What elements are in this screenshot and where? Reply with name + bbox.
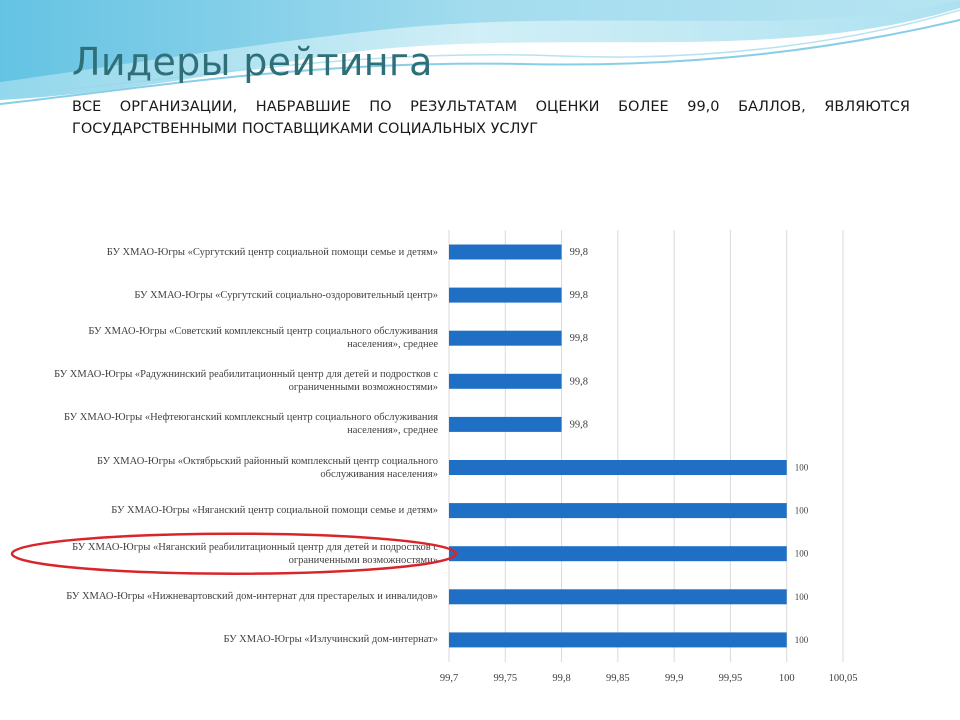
category-label: БУ ХМАО-Югры «Радужнинский реабилитацион… xyxy=(54,369,438,394)
chart-bars: 99,8 99,8 99,8 99,8 99,8 100 100 100 100 100 xyxy=(449,244,809,648)
bar-data-label: 99,8 xyxy=(570,419,588,430)
x-tick-label: 99,75 xyxy=(493,673,517,684)
category-label: БУ ХМАО-Югры «Нефтеюганский комплексный … xyxy=(64,412,438,437)
bar-data-label: 100 xyxy=(795,463,809,473)
bar xyxy=(449,244,562,260)
x-tick-label: 100,05 xyxy=(829,673,858,684)
category-label: БУ ХМАО-Югры «Няганский реабилитационный… xyxy=(72,541,438,566)
category-label: БУ ХМАО-Югры «Излучинский дом-интернат» xyxy=(223,634,438,646)
category-label: БУ ХМАО-Югры «Советский комплексный цент… xyxy=(88,326,438,351)
highlight-ellipse xyxy=(10,532,458,575)
category-label: БУ ХМАО-Югры «Няганский центр социальной… xyxy=(111,505,438,517)
bar-data-label: 99,8 xyxy=(570,290,588,301)
bar xyxy=(449,632,787,648)
category-label: БУ ХМАО-Югры «Октябрьский районный компл… xyxy=(97,455,438,480)
bar xyxy=(449,373,562,389)
bar xyxy=(449,416,562,432)
bar xyxy=(449,330,562,346)
bar-data-label: 100 xyxy=(795,635,809,645)
x-tick-label: 99,8 xyxy=(552,673,570,684)
bar xyxy=(449,589,787,605)
bar xyxy=(449,460,787,475)
category-label: БУ ХМАО-Югры «Нижневартовский дом-интерн… xyxy=(66,591,438,603)
bar xyxy=(449,503,787,519)
x-tick-label: 99,7 xyxy=(440,673,458,684)
slide-subtitle: Все организации, набравшие по результата… xyxy=(72,99,910,137)
bar-data-label: 99,8 xyxy=(570,376,588,387)
bar-data-label: 99,8 xyxy=(570,333,588,344)
x-tick-label: 99,95 xyxy=(719,673,743,684)
bar xyxy=(449,546,787,562)
bar-data-label: 100 xyxy=(795,592,809,602)
x-tick-label: 100 xyxy=(779,673,795,684)
x-tick-label: 99,85 xyxy=(606,673,630,684)
bar-data-label: 99,8 xyxy=(570,247,588,258)
category-label: БУ ХМАО-Югры «Сургутский социально-оздор… xyxy=(134,289,438,301)
bar-data-label: 100 xyxy=(795,506,809,516)
bar xyxy=(449,287,562,303)
x-tick-label: 99,9 xyxy=(665,673,683,684)
slide-title: Лидеры рейтинга xyxy=(72,40,433,84)
bar-data-label: 100 xyxy=(795,549,809,559)
category-label: БУ ХМАО-Югры «Сургутский центр социально… xyxy=(106,246,438,258)
x-axis-tick-labels: 99,7 99,75 99,8 99,85 99,9 99,95 100 100,05 xyxy=(440,673,858,684)
